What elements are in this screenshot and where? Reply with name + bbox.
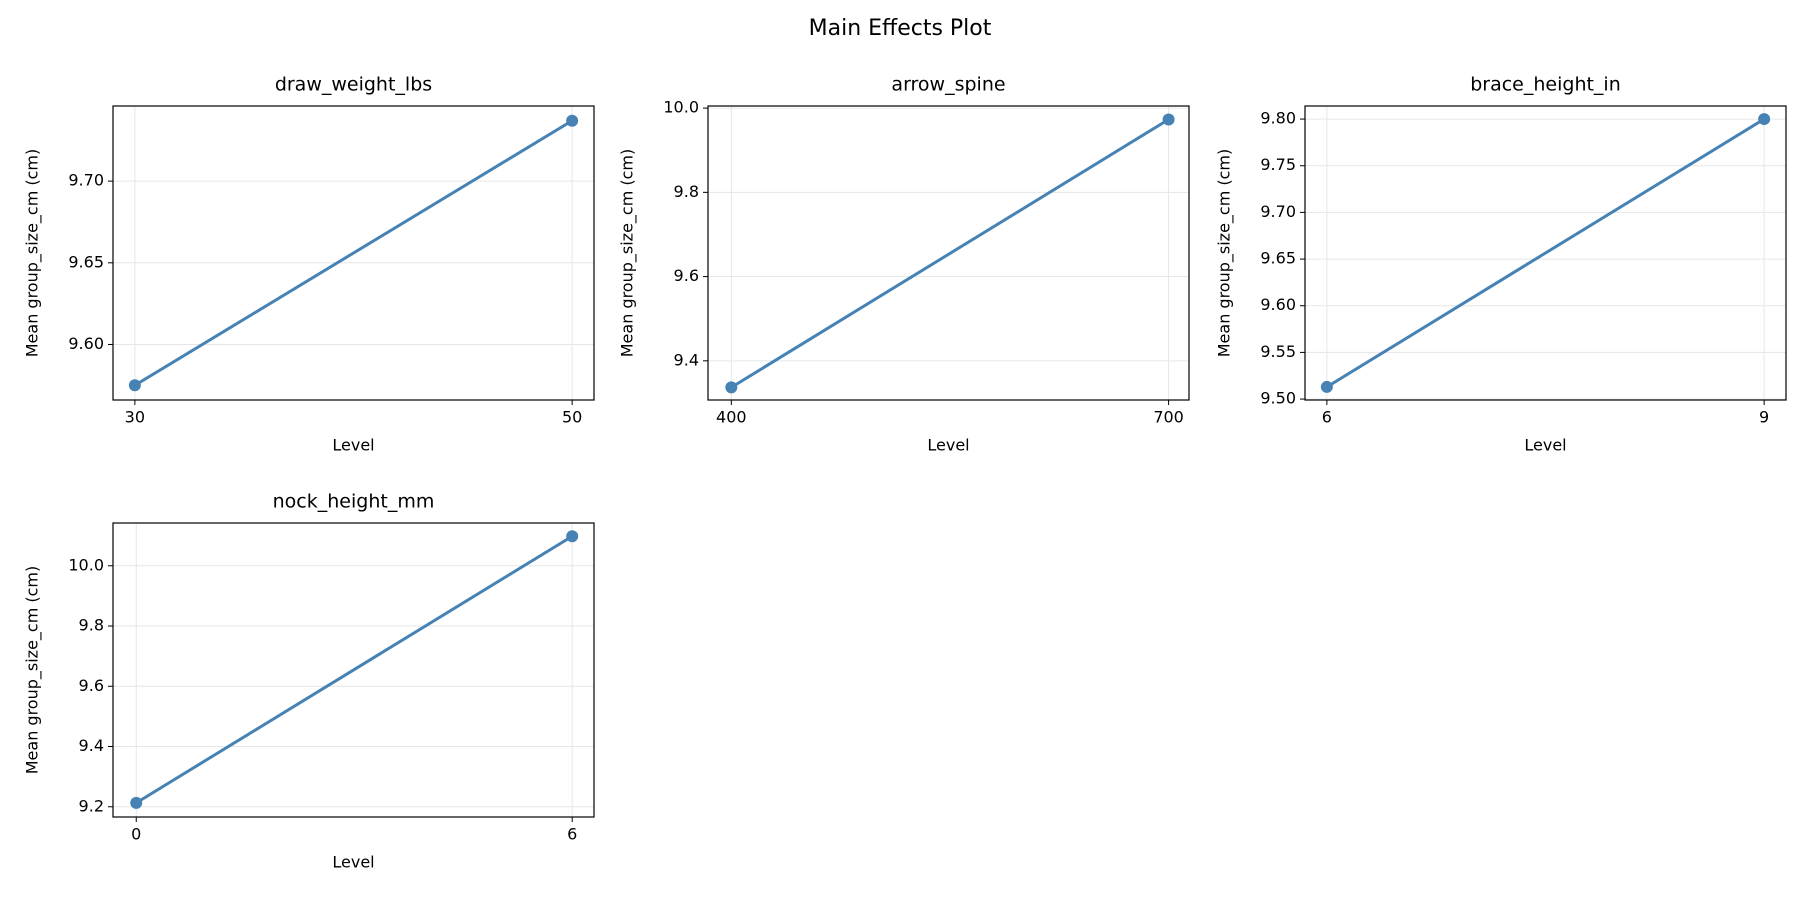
y-tick-label: 10.0 [68, 555, 104, 574]
x-tick-label: 700 [1153, 408, 1184, 427]
y-tick-label: 9.70 [1260, 202, 1296, 221]
plot-frame [707, 105, 1190, 401]
y-tick-label: 9.75 [1260, 155, 1296, 174]
x-axis-label: Level [332, 436, 374, 455]
y-tick-label: 9.65 [68, 252, 104, 271]
marker [1320, 380, 1333, 393]
x-tick-label: 50 [562, 408, 582, 427]
subplot-title: nock_height_mm [273, 491, 435, 513]
subplot-title: brace_height_in [1470, 74, 1621, 96]
x-tick-label: 9 [1759, 408, 1769, 427]
y-tick-label: 9.65 [1260, 249, 1296, 268]
plot-frame [112, 522, 595, 818]
y-tick-label: 9.6 [79, 676, 104, 695]
subplot-title: arrow_spine [891, 74, 1005, 96]
y-tick-label: 9.70 [68, 171, 104, 190]
x-axis-label: Level [1524, 436, 1566, 455]
y-axis-label: Mean group_size_cm (cm) [618, 149, 638, 358]
x-tick-label: 30 [125, 408, 145, 427]
marker [725, 381, 738, 394]
y-tick-label: 9.60 [1260, 295, 1296, 314]
y-axis-label: Mean group_size_cm (cm) [23, 566, 43, 775]
y-tick-label: 9.8 [79, 616, 104, 635]
x-tick-label: 0 [131, 825, 141, 844]
x-tick-label: 400 [716, 408, 747, 427]
y-tick-label: 9.80 [1260, 109, 1296, 128]
x-axis-label: Level [332, 853, 374, 872]
marker [130, 796, 143, 809]
subplot-title: draw_weight_lbs [275, 74, 432, 96]
marker [1758, 113, 1771, 126]
y-tick-label: 9.50 [1260, 389, 1296, 408]
y-tick-label: 9.4 [79, 736, 104, 755]
x-tick-label: 6 [1322, 408, 1332, 427]
y-tick-label: 10.0 [663, 98, 699, 117]
marker [128, 379, 141, 392]
marker [1162, 113, 1175, 126]
y-tick-label: 9.2 [79, 796, 104, 815]
y-tick-label: 9.60 [68, 334, 104, 353]
line [135, 534, 573, 805]
y-tick-label: 9.6 [674, 266, 699, 285]
marker [566, 530, 579, 543]
line [1326, 117, 1765, 389]
y-tick-label: 9.55 [1260, 342, 1296, 361]
y-tick-label: 9.8 [674, 182, 699, 201]
figure-title: Main Effects Plot [809, 16, 992, 41]
plot-frame [112, 105, 595, 401]
plot-frame [1304, 105, 1787, 401]
line [730, 118, 1170, 389]
line [134, 119, 573, 387]
y-axis-label: Mean group_size_cm (cm) [1215, 149, 1235, 358]
y-axis-label: Mean group_size_cm (cm) [23, 149, 43, 358]
marker [566, 114, 579, 127]
y-tick-label: 9.4 [674, 350, 699, 369]
x-tick-label: 6 [567, 825, 577, 844]
x-axis-label: Level [927, 436, 969, 455]
